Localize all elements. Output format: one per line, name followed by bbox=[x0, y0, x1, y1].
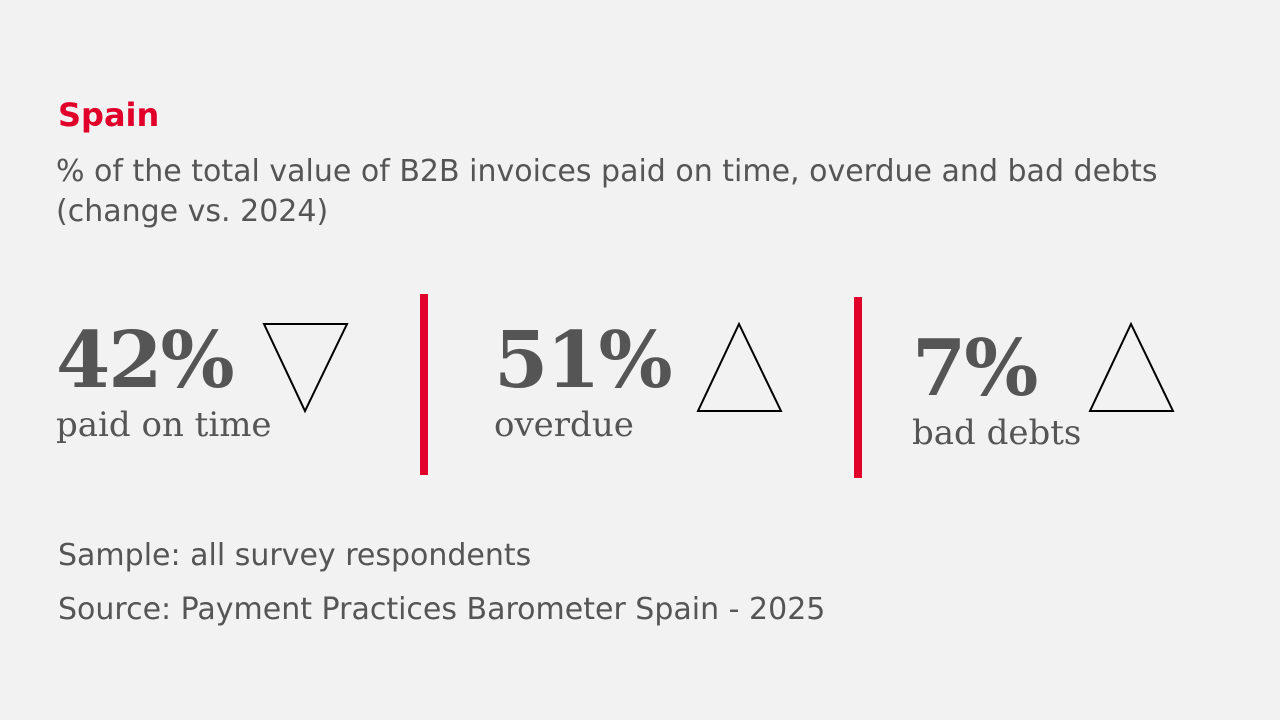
triangle-down-icon bbox=[262, 323, 349, 414]
stat-label: overdue bbox=[494, 405, 634, 445]
source-note: Source: Payment Practices Barometer Spai… bbox=[58, 592, 826, 627]
stat-label: paid on time bbox=[56, 405, 272, 445]
stat-value: 51% bbox=[494, 315, 673, 406]
subtitle: % of the total value of B2B invoices pai… bbox=[56, 154, 1158, 229]
stat-bad-debts: 7% bad debts bbox=[912, 323, 1082, 453]
triangle-up-icon bbox=[1088, 322, 1175, 412]
triangle-up-icon bbox=[696, 322, 783, 412]
sample-note: Sample: all survey respondents bbox=[58, 538, 532, 573]
divider bbox=[854, 297, 862, 478]
stat-value: 42% bbox=[56, 315, 235, 406]
page-title: Spain bbox=[58, 96, 160, 134]
stat-overdue: 51% overdue bbox=[494, 315, 673, 445]
stat-label: bad debts bbox=[912, 413, 1082, 453]
divider bbox=[420, 294, 428, 475]
stat-paid-on-time: 42% paid on time bbox=[56, 315, 272, 445]
stat-value: 7% bbox=[912, 323, 1038, 414]
